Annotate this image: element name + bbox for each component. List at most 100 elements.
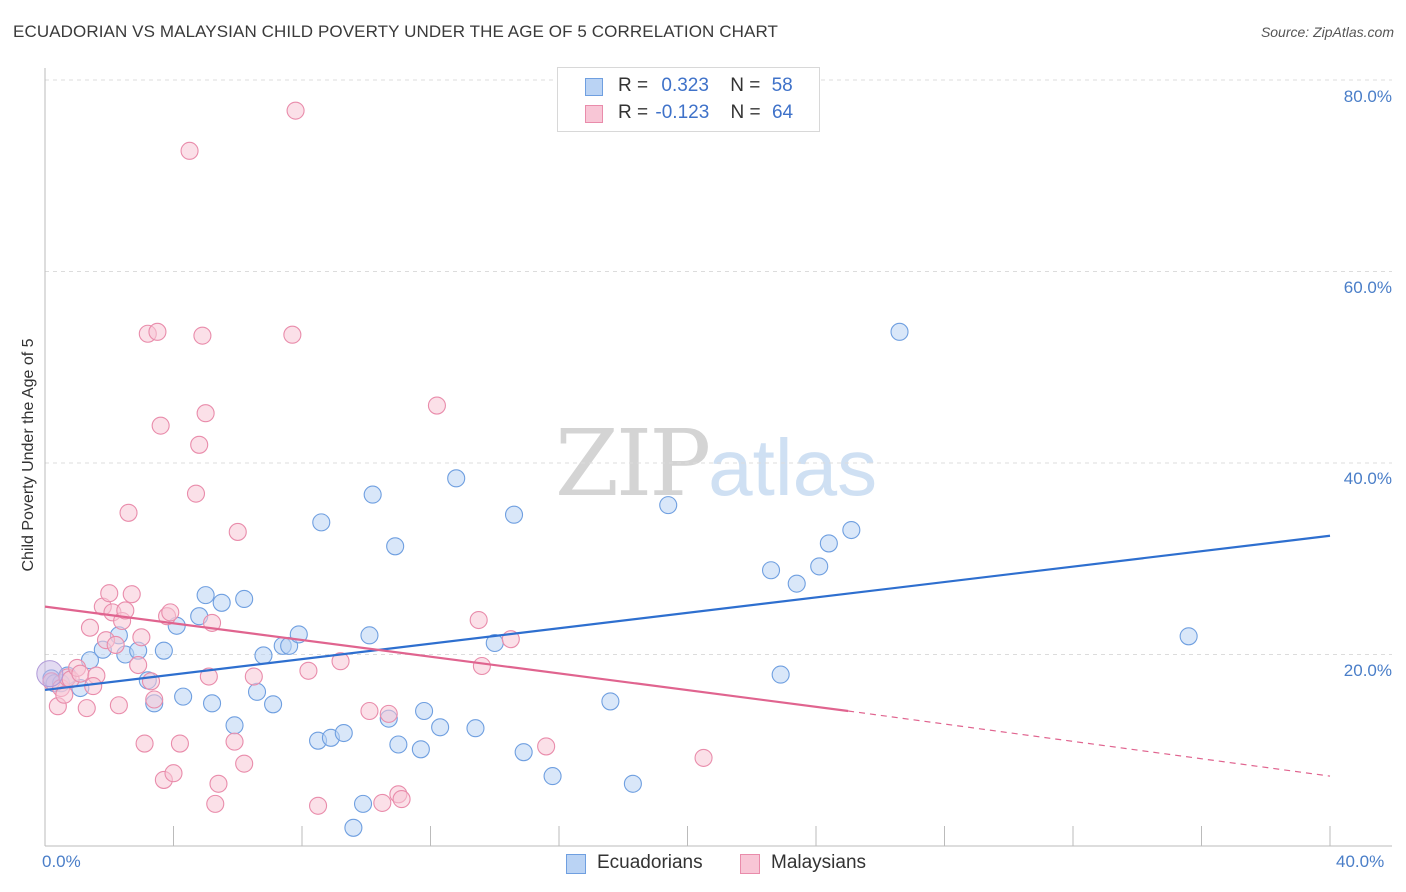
legend-n-label: N =	[730, 102, 761, 123]
point-malaysians	[392, 790, 411, 809]
point-ecuadorians	[386, 537, 405, 556]
point-ecuadorians	[174, 687, 193, 706]
point-malaysians	[84, 677, 103, 696]
point-ecuadorians	[659, 496, 678, 515]
point-ecuadorians	[235, 589, 254, 609]
legend-label-malaysians: Malaysians	[771, 852, 867, 873]
point-cluster	[36, 660, 64, 688]
point-ecuadorians	[247, 682, 267, 701]
point-malaysians	[100, 584, 119, 603]
point-malaysians	[537, 737, 556, 756]
point-malaysians	[299, 661, 318, 680]
point-malaysians	[170, 734, 189, 753]
point-malaysians	[148, 322, 167, 341]
point-ecuadorians	[890, 322, 909, 341]
point-ecuadorians	[514, 743, 533, 762]
point-ecuadorians	[415, 701, 434, 721]
point-ecuadorians	[411, 740, 430, 759]
point-malaysians	[109, 696, 128, 715]
y-tick-label-20: 20.0%	[1343, 661, 1392, 680]
y-tick-label-60: 60.0%	[1343, 278, 1392, 297]
point-ecuadorians	[334, 723, 353, 743]
legend-r-label: R =	[618, 102, 649, 123]
point-ecuadorians	[810, 557, 829, 576]
legend-n-value: 64	[771, 102, 794, 123]
point-malaysians	[309, 796, 328, 815]
point-ecuadorians	[203, 694, 222, 713]
y-tick-label-40: 40.0%	[1343, 469, 1392, 488]
point-ecuadorians	[761, 561, 781, 580]
legend-item-malaysians[interactable]: Malaysians	[740, 852, 866, 874]
x-tick-label-min: 0.0%	[42, 852, 81, 871]
point-malaysians	[77, 699, 96, 718]
point-malaysians	[427, 396, 446, 415]
point-ecuadorians	[212, 593, 231, 612]
watermark-atlas: atlas	[708, 423, 878, 512]
point-malaysians	[129, 655, 148, 675]
point-malaysians	[199, 667, 218, 686]
chart-source: Source: ZipAtlas.com	[1260, 24, 1394, 40]
point-malaysians	[206, 794, 225, 813]
point-ecuadorians	[431, 718, 450, 737]
point-malaysians	[116, 601, 135, 620]
legend-item-ecuadorians[interactable]: Ecuadorians	[566, 852, 703, 874]
point-ecuadorians	[466, 719, 485, 738]
point-malaysians	[180, 141, 199, 160]
point-ecuadorians	[254, 646, 273, 665]
point-malaysians	[283, 325, 302, 344]
point-malaysians	[132, 628, 151, 647]
legend-n-value: 58	[771, 75, 793, 96]
point-malaysians	[106, 635, 125, 654]
x-tick-label-max: 40.0%	[1336, 852, 1385, 871]
correlation-legend: R = 0.323 N = 58 R = -0.123 N = 64	[557, 67, 820, 132]
point-malaysians	[190, 435, 209, 454]
point-ecuadorians	[154, 641, 173, 660]
chart-title: ECUADORIAN VS MALAYSIAN CHILD POVERTY UN…	[13, 22, 779, 41]
point-malaysians	[80, 618, 100, 637]
legend-swatch-ecuadorians	[566, 854, 586, 874]
point-ecuadorians	[771, 665, 790, 684]
trendline-malaysians	[44, 605, 849, 713]
point-malaysians	[161, 603, 180, 622]
point-malaysians	[360, 701, 379, 721]
point-malaysians	[122, 585, 141, 604]
point-malaysians	[186, 484, 206, 503]
point-malaysians	[373, 793, 392, 812]
point-malaysians	[55, 685, 74, 704]
legend-label-ecuadorians: Ecuadorians	[597, 852, 703, 873]
point-malaysians	[193, 326, 212, 345]
point-malaysians	[694, 748, 713, 767]
legend-n-label: N =	[730, 75, 761, 96]
point-malaysians	[286, 101, 305, 120]
point-ecuadorians	[225, 716, 244, 735]
point-malaysians	[141, 672, 161, 691]
point-malaysians	[379, 704, 398, 723]
point-ecuadorians	[196, 586, 215, 605]
y-tick-label-80: 80.0%	[1343, 87, 1392, 106]
point-ecuadorians	[363, 485, 382, 504]
point-ecuadorians	[787, 574, 806, 593]
point-ecuadorians	[1179, 627, 1198, 646]
point-ecuadorians	[360, 626, 379, 645]
legend-swatch-malaysians	[740, 854, 760, 874]
point-malaysians	[244, 667, 263, 686]
point-malaysians	[135, 734, 154, 753]
point-ecuadorians	[312, 513, 331, 532]
trendline-malaysians-extension	[848, 710, 1331, 777]
point-ecuadorians	[601, 692, 620, 711]
point-malaysians	[235, 754, 254, 773]
trendline-ecuadorians	[44, 534, 1331, 692]
point-ecuadorians	[504, 505, 524, 524]
point-ecuadorians	[819, 534, 838, 553]
point-malaysians	[196, 404, 215, 423]
point-malaysians	[228, 522, 247, 541]
point-malaysians	[331, 652, 350, 671]
point-malaysians	[472, 656, 491, 676]
point-ecuadorians	[447, 469, 466, 488]
point-malaysians	[145, 690, 164, 709]
point-ecuadorians	[264, 695, 283, 714]
point-malaysians	[151, 416, 170, 435]
point-ecuadorians	[543, 767, 562, 786]
point-ecuadorians	[344, 818, 363, 837]
